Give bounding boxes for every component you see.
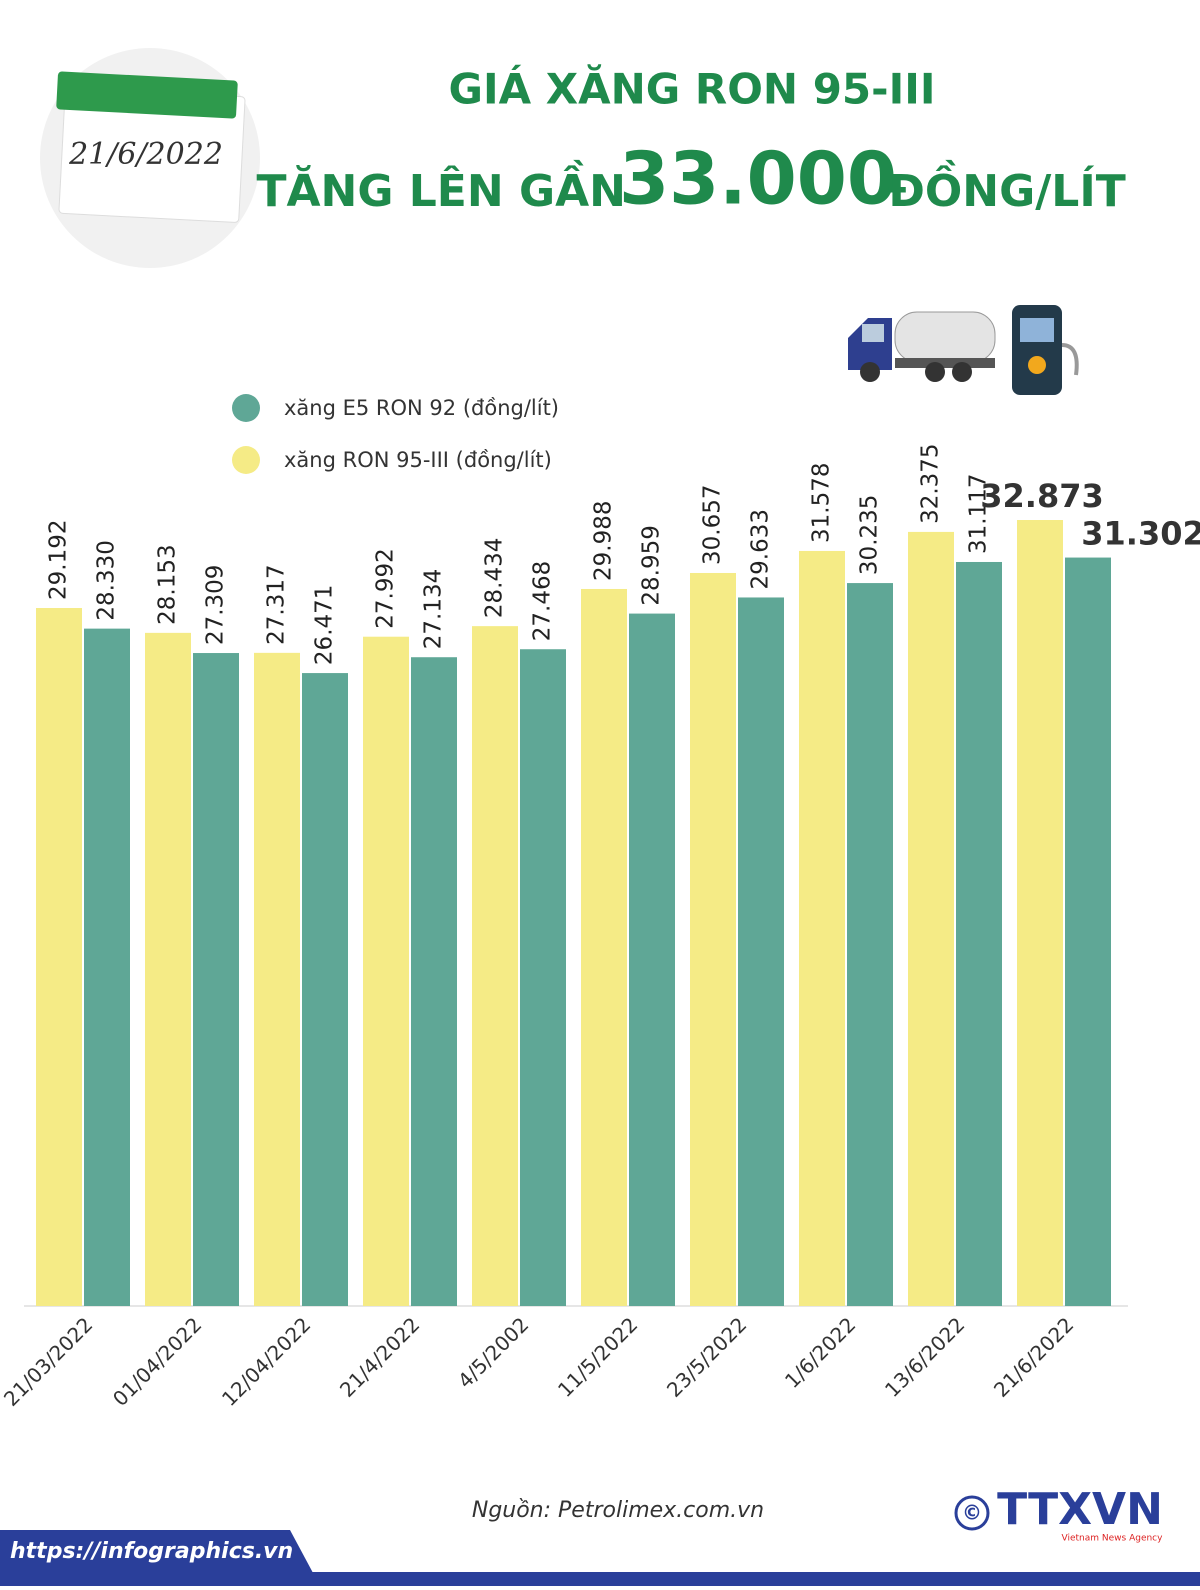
value-label: 28.959 [639, 525, 665, 605]
legend-swatch [232, 394, 260, 422]
bar [302, 673, 348, 1306]
bar [690, 572, 736, 1306]
bar [629, 613, 675, 1306]
bar [738, 597, 784, 1306]
value-label: 27.992 [373, 548, 399, 628]
value-label: 31.302 [1081, 515, 1200, 553]
value-label: 31.578 [809, 462, 835, 542]
subtitle-suffix: ĐỒNG/LÍT [888, 159, 1126, 217]
value-label: 32.375 [918, 443, 944, 523]
x-tick-label: 12/04/2022 [217, 1312, 315, 1410]
value-label: 28.153 [155, 544, 181, 624]
x-tick-label: 21/6/2022 [989, 1312, 1078, 1401]
bar [799, 550, 845, 1306]
bar [411, 657, 457, 1306]
x-tick-label: 01/04/2022 [108, 1312, 206, 1410]
bar [472, 626, 518, 1306]
date: 21/6/2022 [68, 137, 223, 172]
value-label: 30.235 [857, 495, 883, 575]
x-tick-label: 11/5/2022 [553, 1312, 642, 1401]
bar [847, 583, 893, 1306]
bar [908, 531, 954, 1306]
value-label: 27.134 [421, 569, 447, 649]
legend-label: xăng RON 95-III (đồng/lít) [284, 448, 552, 472]
title: GIÁ XĂNG RON 95-III [449, 64, 936, 114]
bar [956, 561, 1002, 1306]
bar [1065, 557, 1111, 1306]
value-label: 29.633 [748, 509, 774, 589]
url: https://infographics.vn [10, 1539, 293, 1564]
value-label: 31.117 [966, 474, 992, 554]
source: Nguồn: Petrolimex.com.vn [472, 1498, 764, 1523]
bar [520, 649, 566, 1306]
copyright: © [962, 1501, 982, 1525]
bar [193, 653, 239, 1306]
bottom-band [300, 1572, 1200, 1586]
bar [254, 652, 300, 1306]
bar [363, 636, 409, 1306]
bar [1017, 520, 1063, 1306]
x-tick-label: 4/5/2002 [453, 1312, 533, 1392]
value-label: 29.988 [590, 500, 616, 580]
x-tick-label: 13/6/2022 [880, 1312, 969, 1401]
copyright-ring [954, 1495, 990, 1531]
x-tick-label: 1/6/2022 [780, 1312, 860, 1392]
value-label: 28.434 [482, 538, 508, 618]
pump-icon [1012, 305, 1079, 395]
url-band [0, 1530, 320, 1586]
value-label: 27.317 [264, 564, 290, 644]
value-label: 27.309 [203, 565, 229, 645]
x-tick-label: 21/4/2022 [335, 1312, 424, 1401]
agency: TTXVN [997, 1484, 1163, 1535]
value-label: 27.468 [530, 561, 556, 641]
value-label: 29.192 [46, 520, 72, 600]
agency-sub: Vietnam News Agency [1062, 1534, 1164, 1544]
bar [145, 632, 191, 1306]
bar [581, 588, 627, 1306]
legend-swatch [232, 446, 260, 474]
value-label: 26.471 [312, 585, 338, 665]
subtitle-prefix: TĂNG LÊN GẦN [256, 159, 626, 217]
x-tick-label: 23/5/2022 [662, 1312, 751, 1401]
value-label: 28.330 [94, 540, 120, 620]
legend-label: xăng E5 RON 92 (đồng/lít) [284, 396, 559, 420]
value-label: 30.657 [700, 485, 726, 565]
x-tick-label: 21/03/2022 [0, 1312, 97, 1410]
value-label: 32.873 [980, 477, 1103, 515]
truck-icon [848, 311, 996, 382]
subtitle-number: 33.000 [619, 137, 897, 221]
bar [36, 608, 82, 1306]
bar [84, 628, 130, 1306]
calendar-header [56, 71, 238, 119]
